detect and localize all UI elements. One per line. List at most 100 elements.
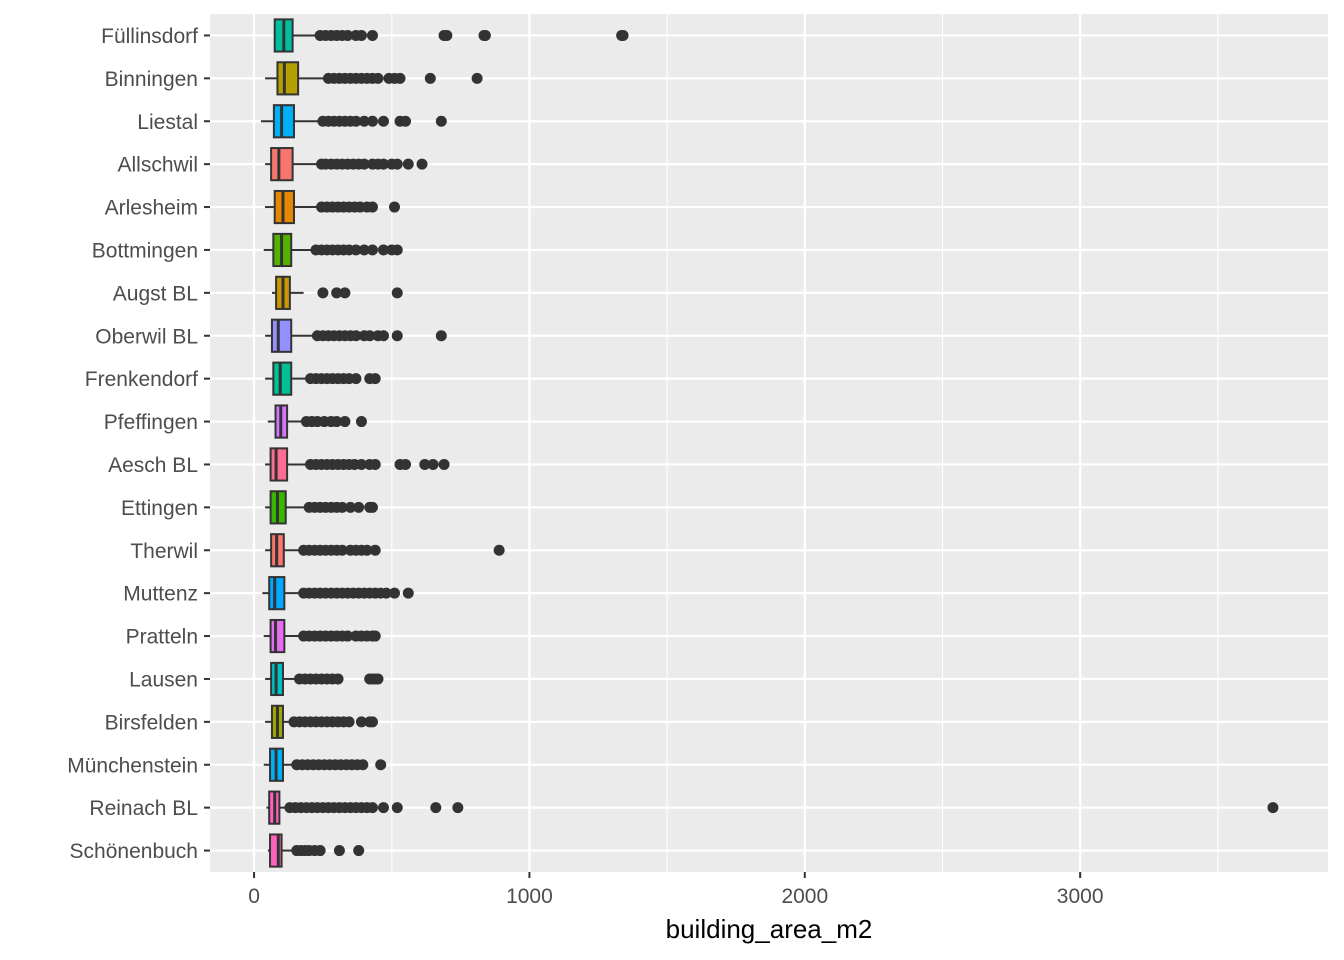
outlier-point <box>350 373 362 385</box>
box-group <box>265 147 428 182</box>
outlier-point <box>369 458 381 470</box>
outlier-point <box>391 802 403 814</box>
outlier-point <box>314 845 326 857</box>
x-tick-label: 3000 <box>1057 885 1104 908</box>
outlier-point <box>493 544 505 556</box>
outlier-point <box>377 115 389 127</box>
outlier-point <box>419 458 431 470</box>
outlier-point <box>377 158 389 170</box>
box <box>270 147 294 182</box>
outlier-point <box>342 29 354 41</box>
outlier-point <box>369 630 381 642</box>
y-tick-label: Liestal <box>137 111 198 134</box>
x-tick-label: 1000 <box>506 885 553 908</box>
outlier-point <box>366 201 378 213</box>
outlier-point <box>391 244 403 256</box>
outlier-point <box>438 458 450 470</box>
y-tick-label: Frenkendorf <box>85 368 198 391</box>
outlier-point <box>342 630 354 642</box>
y-tick-label: Allschwil <box>117 154 198 177</box>
y-tick-label: Füllinsdorf <box>101 25 198 48</box>
outlier-point <box>339 416 351 428</box>
box-group <box>265 61 483 96</box>
outlier-point <box>353 501 365 513</box>
box-group <box>271 275 403 310</box>
outlier-point <box>402 158 414 170</box>
outlier-point <box>435 115 447 127</box>
box <box>269 618 286 654</box>
box-group <box>263 618 381 654</box>
outlier-point <box>332 673 344 685</box>
outlier-point <box>435 330 447 342</box>
plot-background <box>210 14 1328 872</box>
box <box>268 576 286 611</box>
outlier-point <box>391 287 403 299</box>
outlier-point <box>355 29 367 41</box>
y-axis: Füllinsdorf Binningen Liestal Allschwil Arle… <box>67 25 210 863</box>
box-group <box>262 576 414 611</box>
outlier-point <box>400 115 412 127</box>
outlier-point <box>353 845 365 857</box>
box-group <box>265 189 400 225</box>
grid-minor <box>391 14 1219 872</box>
outlier-point <box>336 544 348 556</box>
box-group <box>267 833 365 868</box>
y-tick-label: Aesch BL <box>108 454 198 477</box>
box <box>269 447 289 482</box>
outlier-point <box>452 802 464 814</box>
box-group <box>260 104 447 139</box>
outlier-point <box>1267 802 1279 814</box>
outlier-point <box>350 244 362 256</box>
y-tick-label: Birsfelden <box>105 711 198 734</box>
outlier-point <box>380 587 392 599</box>
outlier-point <box>358 115 370 127</box>
box <box>276 61 300 96</box>
outlier-point <box>331 287 343 299</box>
x-axis-title: building_area_m2 <box>666 914 873 944</box>
outlier-point <box>400 458 412 470</box>
outlier-point <box>430 802 442 814</box>
outlier-point <box>358 244 370 256</box>
outlier-point <box>479 29 491 41</box>
y-tick-label: Schönenbuch <box>70 840 198 863</box>
outlier-point <box>366 802 378 814</box>
outlier-point <box>336 501 348 513</box>
outlier-point <box>343 716 355 728</box>
box-group <box>265 361 381 396</box>
outlier-point <box>331 416 343 428</box>
box-group <box>266 790 1279 825</box>
outlier-point <box>402 587 414 599</box>
outlier-point <box>361 544 373 556</box>
box-group <box>265 661 384 697</box>
outlier-point <box>427 458 439 470</box>
y-tick-label: Muttenz <box>123 583 198 606</box>
box-group <box>273 18 629 53</box>
box-group <box>265 533 505 568</box>
y-tick-label: Ettingen <box>121 497 198 520</box>
outlier-point <box>366 244 378 256</box>
box-group <box>265 318 447 353</box>
outlier-point <box>375 759 387 771</box>
y-tick-label: Lausen <box>129 668 198 691</box>
box-group <box>265 490 378 525</box>
outlier-point <box>366 115 378 127</box>
outlier-point <box>377 802 389 814</box>
boxes <box>260 18 1279 868</box>
outlier-point <box>471 72 483 84</box>
outlier-point <box>333 845 345 857</box>
outlier-point <box>369 373 381 385</box>
box <box>270 318 293 353</box>
outlier-point <box>366 716 378 728</box>
outlier-point <box>355 716 367 728</box>
outlier-point <box>394 72 406 84</box>
x-tick-label: 2000 <box>781 885 828 908</box>
outlier-point <box>358 158 370 170</box>
outlier-point <box>388 201 400 213</box>
outlier-point <box>391 330 403 342</box>
outlier-point <box>355 416 367 428</box>
y-tick-label: Binningen <box>105 68 198 91</box>
outlier-point <box>424 72 436 84</box>
outlier-point <box>366 29 378 41</box>
box-group <box>265 447 450 482</box>
